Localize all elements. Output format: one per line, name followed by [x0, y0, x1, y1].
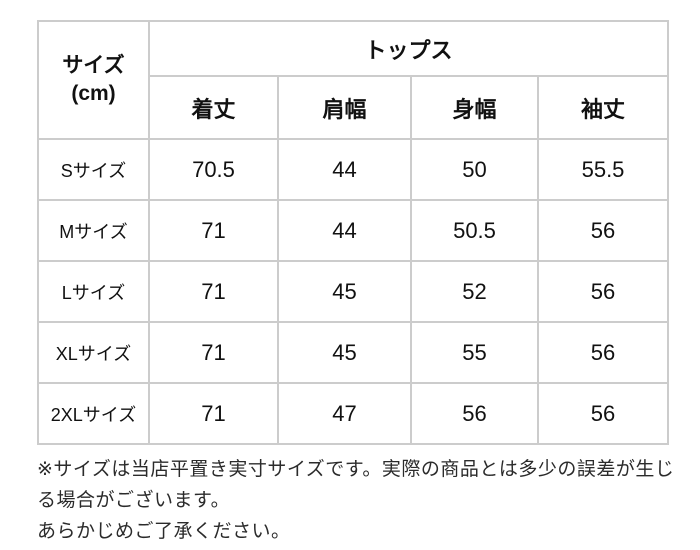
cell-value: 56	[536, 199, 670, 262]
corner-header-size-cm: サイズ (cm)	[37, 20, 150, 140]
table-row-2xl: 2XLサイズ 71 47 56 56	[37, 382, 670, 445]
cell-value: 52	[410, 260, 539, 323]
cell-value: 50.5	[410, 199, 539, 262]
table-row-m: Mサイズ 71 44 50.5 56	[37, 199, 670, 262]
cell-value: 71	[148, 382, 279, 445]
size-note: ※サイズは当店平置き実寸サイズです。実際の商品とは多少の誤差が生じ る場合がござ…	[37, 454, 675, 547]
group-header-tops: トップス	[147, 20, 670, 77]
cell-value: 55	[410, 321, 539, 384]
row-label-xl: XLサイズ	[37, 321, 150, 384]
cell-value: 56	[536, 321, 670, 384]
size-chart-table: サイズ (cm) トップス 着丈 肩幅 身幅 袖丈 Sサイズ 70.5 44 5…	[37, 20, 670, 445]
cell-value: 45	[277, 260, 412, 323]
column-header-body-length: 着丈	[148, 75, 279, 140]
table-row-l: Lサイズ 71 45 52 56	[37, 260, 670, 323]
cell-value: 44	[277, 199, 412, 262]
row-label-l: Lサイズ	[37, 260, 150, 323]
table-row-xl: XLサイズ 71 45 55 56	[37, 321, 670, 384]
column-header-sleeve-length: 袖丈	[536, 75, 670, 140]
table-row-s: Sサイズ 70.5 44 50 55.5	[37, 138, 670, 201]
cell-value: 50	[410, 138, 539, 201]
cell-value: 45	[277, 321, 412, 384]
row-label-m: Mサイズ	[37, 199, 150, 262]
corner-header-line2: (cm)	[71, 82, 116, 105]
column-header-shoulder-width: 肩幅	[277, 75, 412, 140]
size-note-line3: あらかじめご了承ください。	[37, 521, 291, 542]
row-label-2xl: 2XLサイズ	[37, 382, 150, 445]
row-label-s: Sサイズ	[37, 138, 150, 201]
size-note-line1: ※サイズは当店平置き実寸サイズです。実際の商品とは多少の誤差が生じ	[37, 459, 675, 480]
cell-value: 44	[277, 138, 412, 201]
size-note-line2: る場合がございます。	[37, 490, 231, 511]
corner-header-line1: サイズ	[62, 53, 125, 77]
cell-value: 47	[277, 382, 412, 445]
cell-value: 55.5	[536, 138, 670, 201]
column-header-body-width: 身幅	[410, 75, 539, 140]
cell-value: 71	[148, 199, 279, 262]
cell-value: 56	[536, 382, 670, 445]
cell-value: 56	[410, 382, 539, 445]
cell-value: 71	[148, 321, 279, 384]
cell-value: 70.5	[148, 138, 279, 201]
cell-value: 56	[536, 260, 670, 323]
cell-value: 71	[148, 260, 279, 323]
